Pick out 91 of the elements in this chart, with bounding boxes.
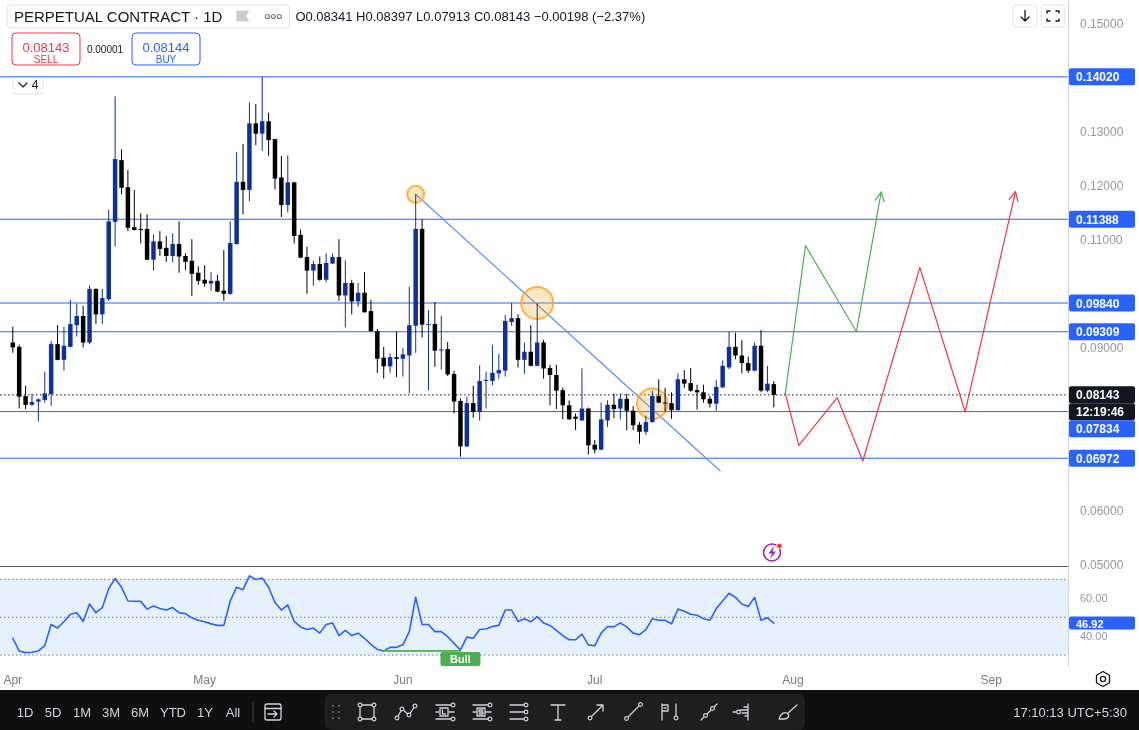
text: YTD — [160, 704, 186, 720]
candlestick — [720, 359, 725, 389]
y-tick-label: 0.09000 — [1080, 341, 1124, 356]
ref-line-label: 0.14020 — [1076, 70, 1120, 85]
candlestick — [733, 332, 738, 360]
candlestick — [624, 393, 629, 431]
text: 46.92 — [1076, 617, 1104, 630]
candlestick — [164, 235, 169, 263]
candlestick — [29, 393, 35, 407]
y-tick-label: 40.00 — [1080, 630, 1108, 643]
annotation: 0.08143 — [22, 39, 70, 55]
candlestick — [426, 309, 431, 392]
y-tick-label: 0.12000 — [1080, 179, 1124, 194]
candlestick — [643, 415, 649, 436]
candlestick — [208, 271, 214, 292]
candlestick — [42, 371, 47, 404]
annotation: Bull — [450, 653, 471, 666]
candlestick — [605, 399, 610, 428]
candlestick — [522, 342, 527, 375]
candlestick — [36, 397, 41, 423]
text: 3M — [101, 704, 121, 720]
y-tick-label: 60.00 — [1080, 592, 1108, 605]
candlestick — [554, 364, 559, 410]
annotation: 0.00001 — [86, 43, 124, 55]
line-series — [11, 575, 775, 654]
candlestick — [55, 324, 60, 361]
candlestick — [662, 387, 668, 413]
x-tick-label: Aug — [782, 673, 804, 687]
annotation: 0.08144 — [142, 39, 190, 55]
annotation: 4 — [31, 77, 39, 92]
x-tick-label: May — [193, 673, 216, 687]
candlestick — [151, 233, 156, 272]
candlestick — [304, 246, 310, 295]
candlestick — [23, 385, 28, 410]
text: 5D — [44, 704, 62, 720]
ref-line-label: 0.08143 — [1076, 388, 1120, 403]
text: 1D — [16, 704, 34, 720]
candlestick — [202, 264, 207, 288]
y-tick-label: 0.06000 — [1080, 503, 1124, 518]
y-tick-label: 0.11000 — [1080, 233, 1123, 248]
text: 6M — [130, 704, 150, 720]
candlestick — [439, 315, 444, 371]
candlestick — [311, 260, 316, 287]
candlestick — [298, 228, 303, 259]
y-tick-label: 0.05000 — [1080, 557, 1124, 572]
x-tick-label: Apr — [3, 673, 23, 687]
x-tick-label: Jun — [393, 673, 413, 687]
candlestick — [189, 238, 195, 297]
x-tick-label: Sep — [980, 673, 1003, 687]
candlestick — [259, 76, 265, 152]
candlestick — [362, 271, 367, 314]
text: 1M — [72, 704, 92, 720]
candlestick — [707, 395, 713, 408]
candlestick — [669, 391, 674, 420]
candlestick — [343, 259, 348, 328]
candlestick — [509, 302, 514, 327]
candlestick — [637, 421, 642, 445]
candlestick — [323, 252, 329, 283]
text: All — [225, 704, 241, 720]
ref-line-label: 0.07834 — [1076, 422, 1120, 437]
x-tick-label: Jul — [587, 673, 603, 687]
candlestick — [547, 364, 553, 406]
candlestick — [765, 365, 770, 393]
candlestick — [285, 154, 291, 214]
candlestick — [157, 230, 163, 257]
candlestick — [490, 344, 495, 386]
candlestick — [471, 385, 476, 419]
candlestick — [349, 279, 354, 315]
candlestick — [714, 379, 719, 412]
text: O0.08341 H0.08397 L0.07913 C0.08143 −0.00198 (−2.37%) — [295, 9, 646, 24]
y-tick-label: 0.15000 — [1080, 16, 1124, 31]
candlestick — [170, 232, 175, 263]
candlestick — [266, 112, 271, 157]
candlestick — [394, 331, 399, 378]
candlestick — [253, 103, 259, 146]
ref-line-label: 0.09309 — [1076, 325, 1120, 340]
y-tick-label: 0.13000 — [1080, 125, 1124, 140]
text: PERPETUAL CONTRACT · 1D — [14, 8, 223, 25]
candlestick — [618, 392, 623, 420]
ref-line-label: 0.09840 — [1076, 296, 1120, 311]
annotation: SELL — [33, 53, 59, 65]
candlestick — [400, 347, 406, 378]
ref-line-label: 0.06972 — [1076, 451, 1120, 466]
annotation: BUY — [155, 53, 177, 65]
ref-line-label: 0.11388 — [1076, 212, 1120, 227]
text: 1Y — [197, 704, 214, 720]
candlestick — [68, 299, 73, 348]
candlestick — [317, 255, 322, 282]
text: 17:10:13 UTC+5:30 — [1013, 704, 1127, 720]
text: 12:19:46 — [1076, 405, 1125, 420]
candlestick — [771, 380, 777, 408]
